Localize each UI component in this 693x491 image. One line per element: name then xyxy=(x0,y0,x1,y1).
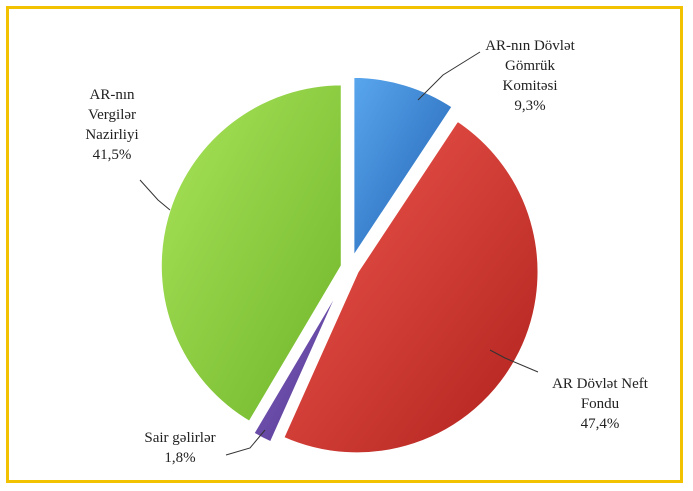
slice-label-4: AR-nın Vergilər Nazirliyi 41,5% xyxy=(85,87,138,163)
slice-label-line: Gömrük xyxy=(505,58,555,74)
leader-line-3 xyxy=(225,429,266,456)
slice-label-line: 9,3% xyxy=(514,98,545,114)
pie-slice-3 xyxy=(250,276,347,445)
slice-label-line: Fondu xyxy=(581,396,620,412)
leader-line-1 xyxy=(417,51,481,101)
slice-label-line: Vergilər xyxy=(88,107,136,123)
slice-label-line: Komitəsi xyxy=(503,78,558,94)
pie-slice-1 xyxy=(351,74,456,264)
slice-label-line: 47,4% xyxy=(581,416,620,432)
slice-label-line: AR Dövlət Neft xyxy=(552,376,649,392)
slice-label-line: AR-nın Dövlət xyxy=(485,38,575,54)
slice-label-2: AR Dövlət Neft Fondu 47,4% xyxy=(552,376,649,432)
slice-label-1: AR-nın Dövlət Gömrük Komitəsi 9,3% xyxy=(485,38,575,114)
slice-label-3: Sair gəlirlər 1,8% xyxy=(144,430,215,466)
slice-label-line: AR-nın xyxy=(90,87,136,103)
pie-slice-2 xyxy=(280,117,541,456)
slice-label-line: 1,8% xyxy=(164,450,195,466)
pie-slice-4 xyxy=(158,82,344,425)
slice-label-line: Nazirliyi xyxy=(85,127,138,143)
leader-line-4 xyxy=(139,179,171,211)
leader-line-2 xyxy=(489,349,539,373)
slice-label-line: 41,5% xyxy=(93,147,132,163)
slice-label-line: Sair gəlirlər xyxy=(144,430,215,446)
